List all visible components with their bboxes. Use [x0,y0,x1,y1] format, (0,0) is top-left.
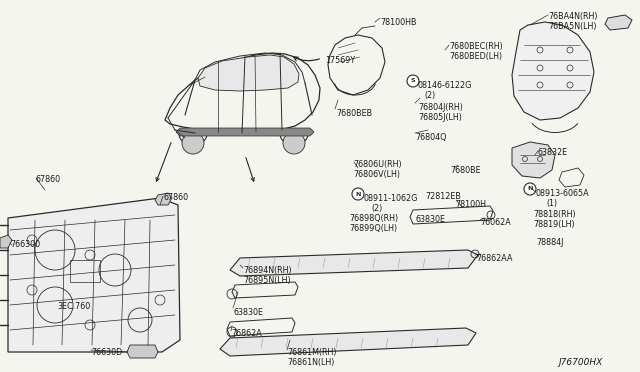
Text: 78100HB: 78100HB [380,18,417,27]
Text: 76862A: 76862A [231,329,262,338]
Text: S: S [411,78,415,83]
Text: 7680BEB: 7680BEB [336,109,372,118]
Text: 78818(RH): 78818(RH) [533,210,575,219]
Text: 78884J: 78884J [536,238,563,247]
Polygon shape [512,142,555,178]
Text: 78819(LH): 78819(LH) [533,220,575,229]
Text: 76BA5N(LH): 76BA5N(LH) [548,22,596,31]
Text: 63830E: 63830E [233,308,263,317]
Text: 766300: 766300 [10,240,40,249]
Text: 67860: 67860 [163,193,188,202]
Text: 76804Q: 76804Q [415,133,447,142]
Polygon shape [8,198,180,352]
Polygon shape [220,328,476,356]
Bar [70,260,100,282]
Text: J76700HX: J76700HX [558,358,602,367]
Text: 76062A: 76062A [480,218,511,227]
Polygon shape [198,55,299,91]
Text: 7680BE: 7680BE [450,166,481,175]
Text: N: N [355,192,361,196]
Text: N: N [527,186,532,192]
Text: 76805J(LH): 76805J(LH) [418,113,462,122]
Text: 76862AA: 76862AA [476,254,513,263]
Text: 08913-6065A: 08913-6065A [535,189,589,198]
Text: 76804J(RH): 76804J(RH) [418,103,463,112]
Text: 76895N(LH): 76895N(LH) [243,276,291,285]
Text: 08911-1062G: 08911-1062G [364,194,419,203]
Polygon shape [512,22,594,120]
Polygon shape [0,235,12,248]
Text: 76861N(LH): 76861N(LH) [287,358,334,367]
Circle shape [407,75,419,87]
Polygon shape [605,15,632,30]
Text: 76894N(RH): 76894N(RH) [243,266,292,275]
Circle shape [524,183,536,195]
Circle shape [283,132,305,154]
Text: (2): (2) [424,91,435,100]
Text: 76806V(LH): 76806V(LH) [353,170,400,179]
Text: (2): (2) [371,204,382,213]
Text: (1): (1) [546,199,557,208]
Text: 7680BED(LH): 7680BED(LH) [449,52,502,61]
Text: 3EC.760: 3EC.760 [57,302,90,311]
Text: 76898Q(RH): 76898Q(RH) [349,214,398,223]
Circle shape [182,132,204,154]
Text: 63832E: 63832E [538,148,568,157]
Text: 08146-6122G: 08146-6122G [418,81,472,90]
Polygon shape [127,345,158,358]
Polygon shape [176,128,314,136]
Text: 78100H: 78100H [455,200,486,209]
Text: 76630D: 76630D [91,348,122,357]
Text: 17569Y: 17569Y [325,56,355,65]
Text: 76806U(RH): 76806U(RH) [353,160,402,169]
Text: 63830E: 63830E [415,215,445,224]
Text: 76899Q(LH): 76899Q(LH) [349,224,397,233]
Text: 72812EB: 72812EB [425,192,461,201]
Polygon shape [230,250,478,276]
Text: 7680BEC(RH): 7680BEC(RH) [449,42,503,51]
Text: 76861M(RH): 76861M(RH) [287,348,337,357]
Circle shape [352,188,364,200]
Text: 76BA4N(RH): 76BA4N(RH) [548,12,598,21]
Polygon shape [155,193,172,205]
Text: 67860: 67860 [36,175,61,184]
